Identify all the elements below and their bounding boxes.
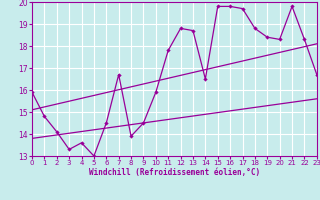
X-axis label: Windchill (Refroidissement éolien,°C): Windchill (Refroidissement éolien,°C) xyxy=(89,168,260,177)
